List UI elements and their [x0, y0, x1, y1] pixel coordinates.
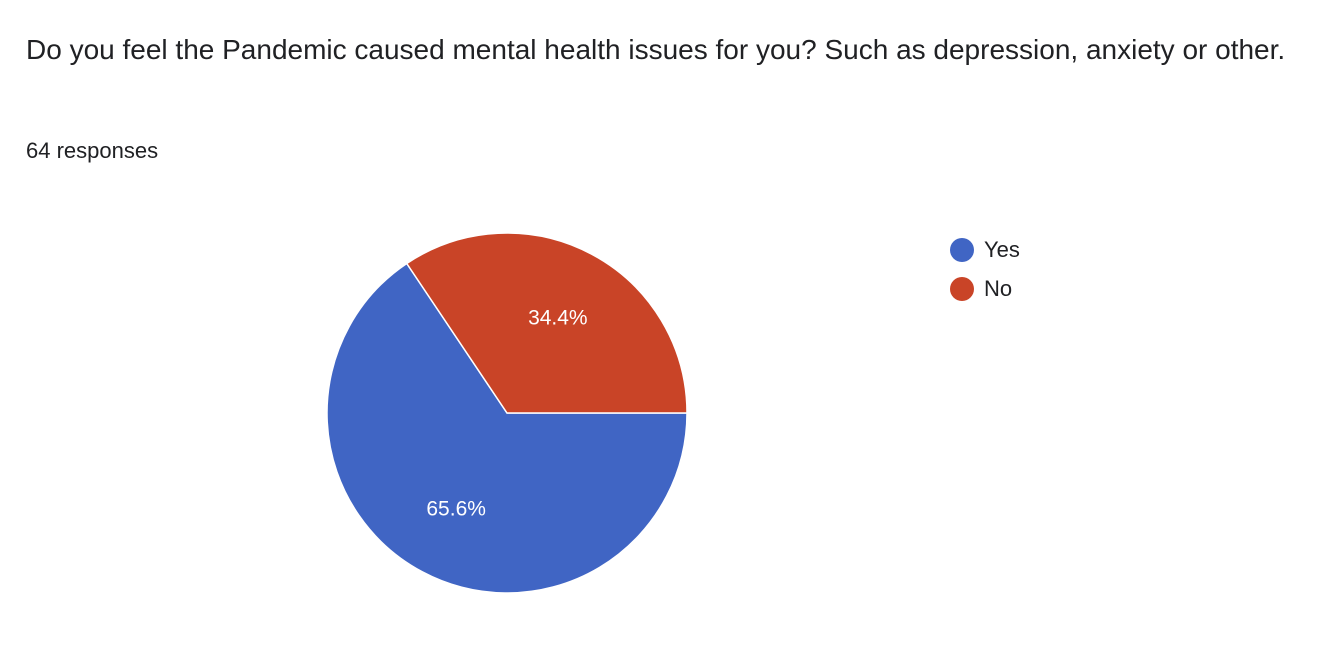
legend-label-yes: Yes	[984, 236, 1020, 262]
question-title: Do you feel the Pandemic caused mental h…	[26, 34, 1286, 65]
slice-label-no: 34.4%	[528, 307, 588, 330]
pie-slice-yes	[326, 262, 688, 594]
legend-swatch-no	[950, 276, 974, 301]
legend-item-no: No	[950, 269, 1020, 308]
legend-label-no: No	[984, 275, 1013, 301]
legend-swatch-yes	[950, 237, 974, 262]
pie-slice-no	[405, 232, 688, 414]
legend-item-yes: Yes	[950, 230, 1020, 269]
response-count: 64 responses	[26, 138, 159, 163]
slice-label-yes: 65.6%	[426, 497, 486, 520]
legend: Yes No	[950, 230, 1020, 308]
